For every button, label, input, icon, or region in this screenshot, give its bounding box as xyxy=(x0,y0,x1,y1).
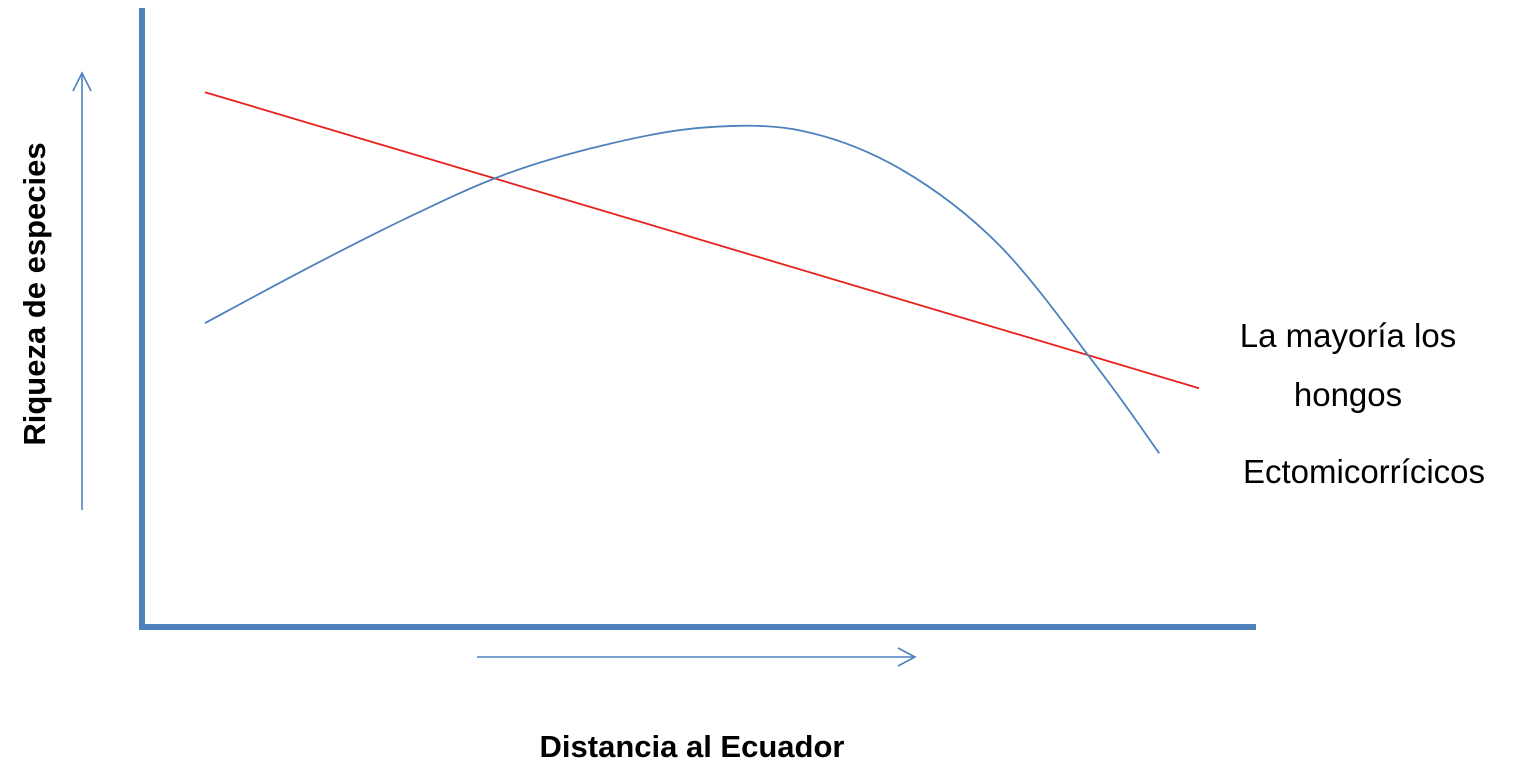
annotation-ectomycorrhizal: Ectomicorrícicos xyxy=(1243,453,1485,490)
annotation-majority-fungi-line-2: hongos xyxy=(1294,376,1402,413)
x-direction-arrow xyxy=(477,647,917,667)
y-axis-label: Riqueza de especies xyxy=(17,142,52,445)
x-axis-label: Distancia al Ecuador xyxy=(540,729,845,761)
annotation-majority-fungi-line-1: La mayoría los xyxy=(1240,317,1456,354)
series-layer xyxy=(204,91,1200,454)
series-line-1 xyxy=(204,91,1200,390)
y-direction-arrow xyxy=(72,71,92,510)
series-line-2 xyxy=(204,124,1160,454)
